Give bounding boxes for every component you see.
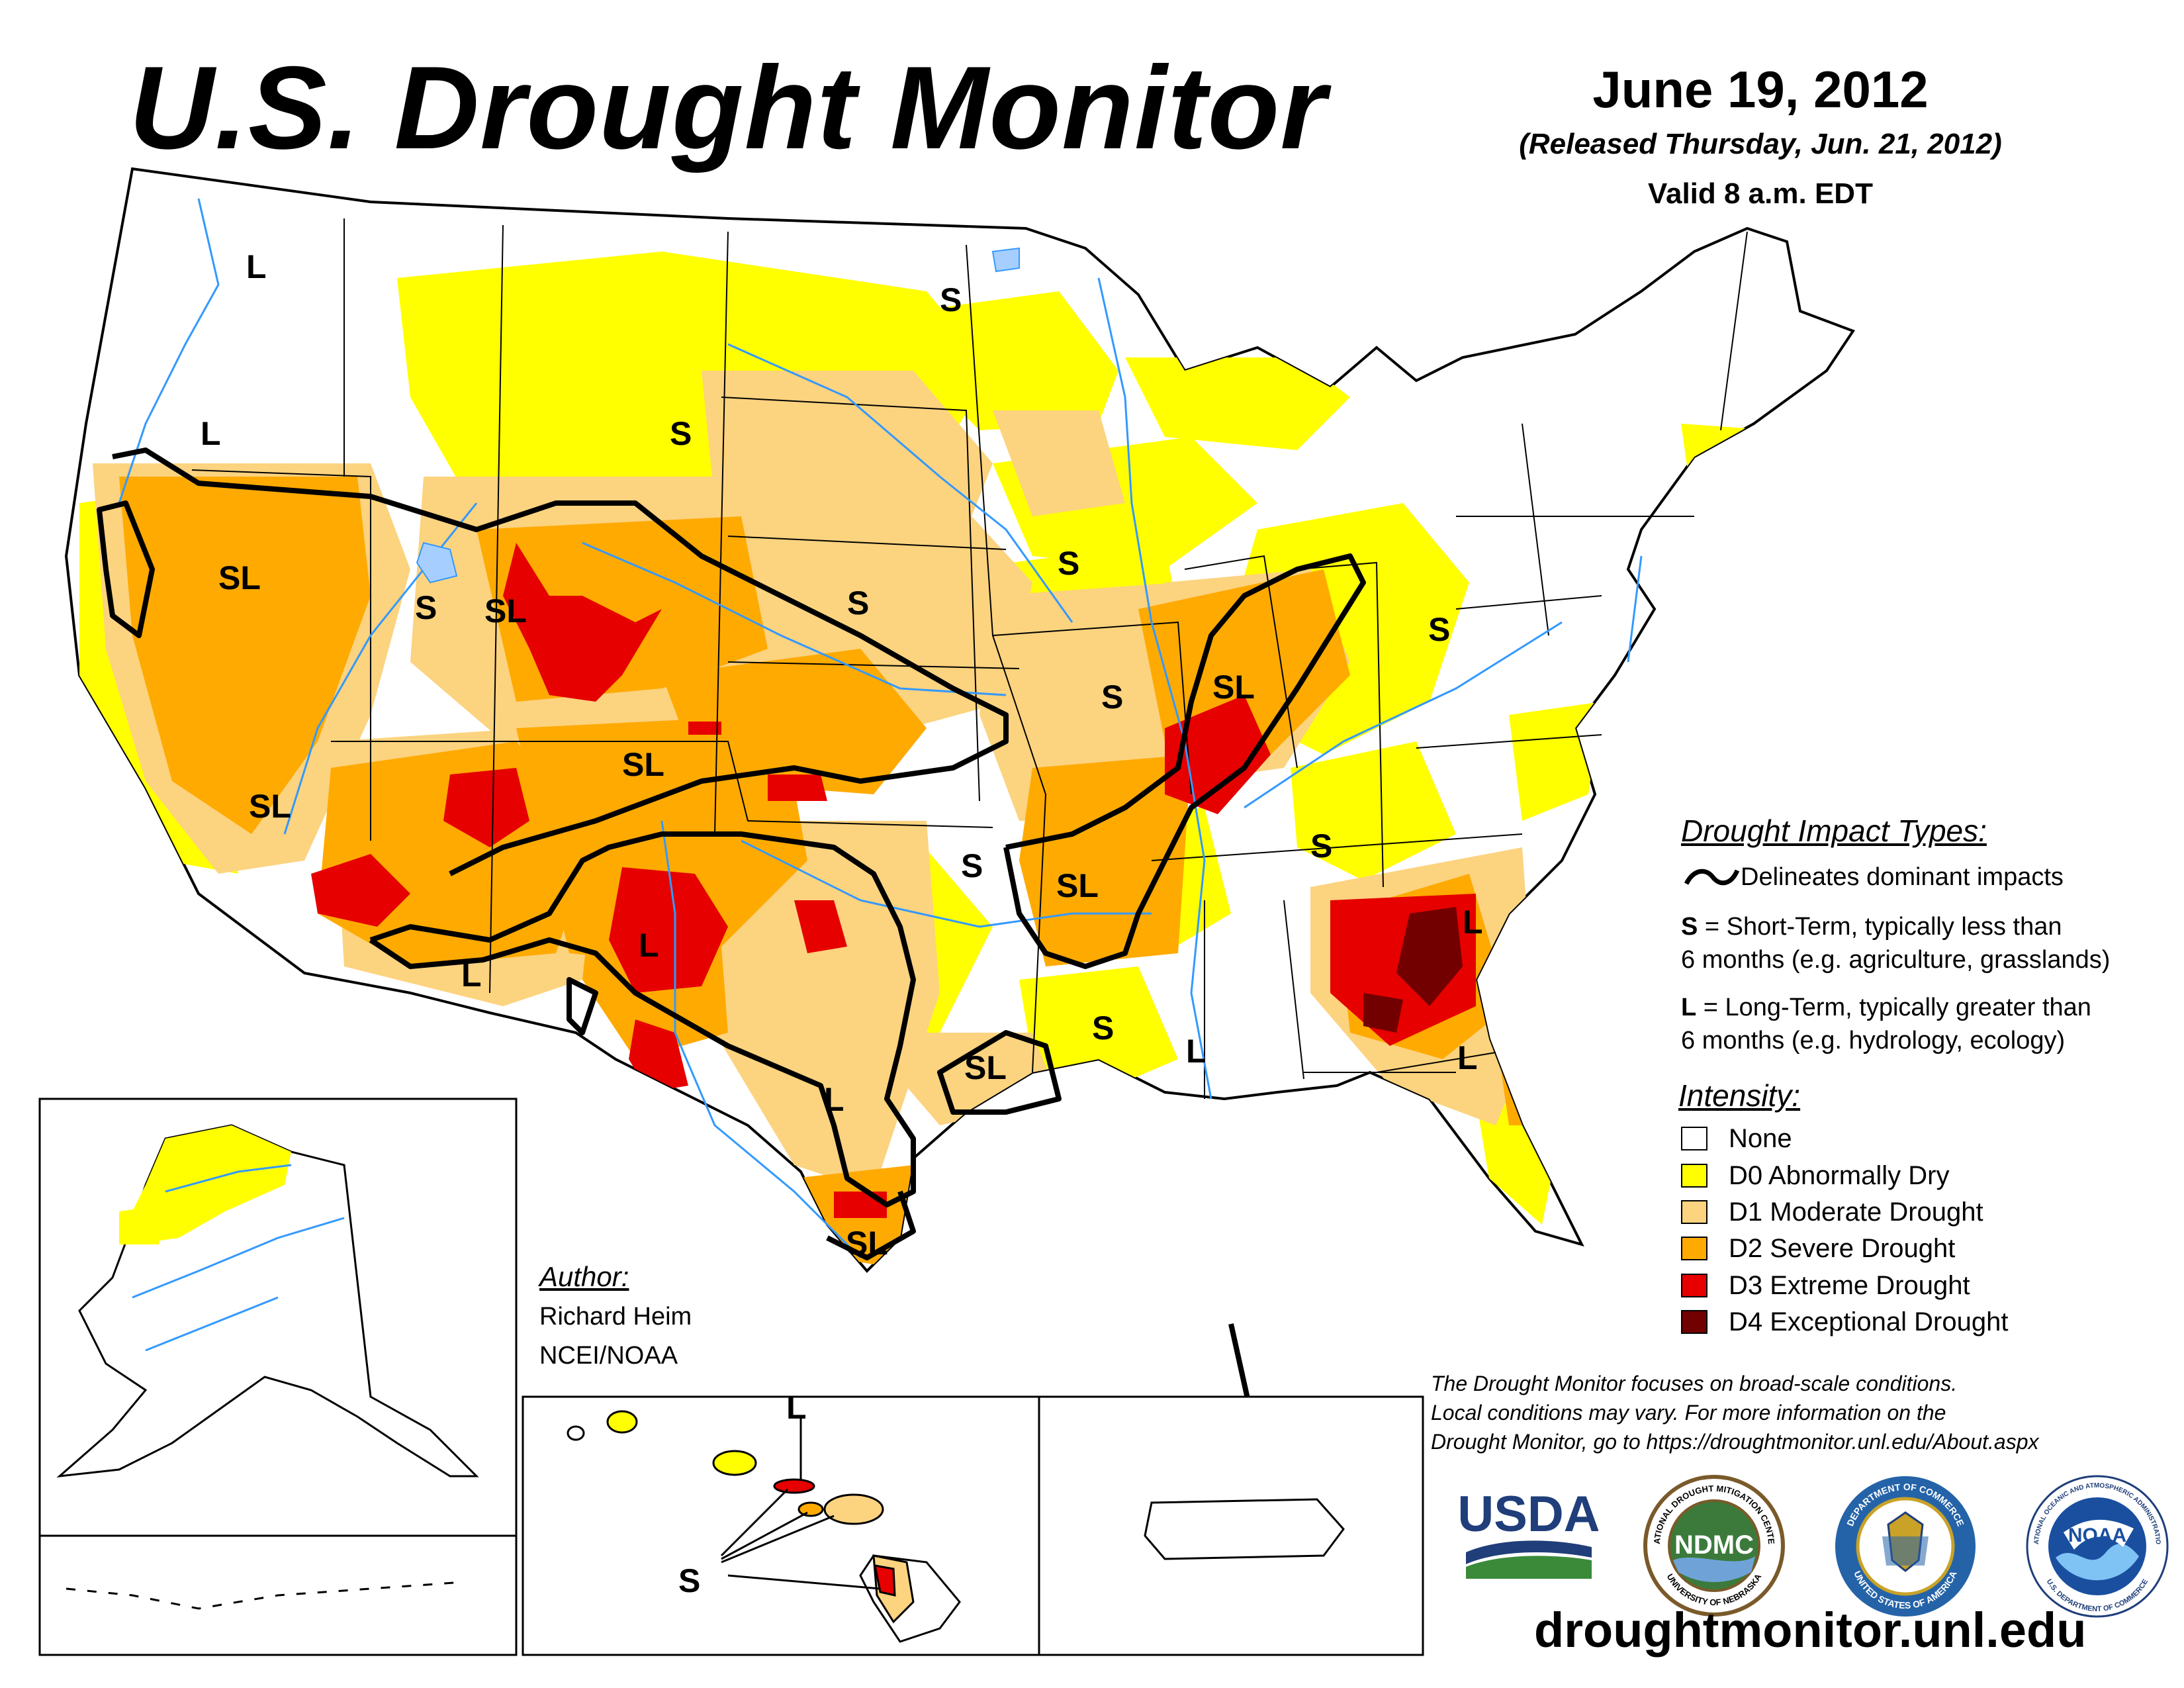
impact-l-text-1: = Long-Term, typically greater than xyxy=(1696,994,2091,1021)
label-hawaii-s: S xyxy=(678,1562,700,1599)
impact-l-text-2: 6 months (e.g. hydrology, ecology) xyxy=(1681,1027,2066,1055)
impact-legend-heading: Drought Impact Types: xyxy=(1681,814,1987,848)
label-utah-s: S xyxy=(415,589,437,626)
label-florida-l: L xyxy=(1457,1039,1478,1076)
noaa-logo-text: NOAA xyxy=(2068,1524,2126,1546)
hawaii-islands xyxy=(567,1410,961,1643)
impact-l-key: L xyxy=(1681,994,1697,1021)
map-date: June 19, 2012 xyxy=(1592,60,1929,118)
legend-item-none: None xyxy=(1681,1124,1792,1153)
usda-logo-text: USDA xyxy=(1459,1486,1598,1542)
label-oklahoma-s: S xyxy=(961,847,983,884)
puerto-rico-shape xyxy=(1144,1498,1345,1560)
impact-short-term: S = Short-Term, typically less than 6 mo… xyxy=(1681,910,2184,976)
legend-label: D4 Exceptional Drought xyxy=(1729,1307,2009,1336)
alaska-rivers xyxy=(132,1164,345,1352)
impact-s-text-2: 6 months (e.g. agriculture, grasslands) xyxy=(1681,946,2111,974)
alaska-d0 xyxy=(126,1125,291,1244)
label-new-mexico-l: L xyxy=(639,927,659,964)
label-indiana-sl: SL xyxy=(1212,669,1255,706)
impact-line-glyph xyxy=(1684,868,1740,886)
legend-item-d0: D0 Abnormally Dry xyxy=(1681,1161,1949,1190)
label-wyoming-sl: SL xyxy=(484,592,527,630)
drought-monitor-note: The Drought Monitor focuses on broad-sca… xyxy=(1431,1369,2172,1456)
legend-label: D3 Extreme Drought xyxy=(1729,1270,1970,1300)
legend-label: D1 Moderate Drought xyxy=(1729,1197,1983,1227)
label-ohio-s: S xyxy=(1428,611,1450,648)
ndmc-logo-text: NDMC xyxy=(1674,1530,1754,1560)
author-heading: Author: xyxy=(539,1261,629,1292)
legend-label: D2 Severe Drought xyxy=(1729,1233,1956,1263)
aleutian-islands xyxy=(66,1581,464,1610)
legend-swatch xyxy=(1681,1164,1707,1188)
label-south-dakota-s: S xyxy=(670,415,692,452)
label-arizona-l: L xyxy=(461,957,482,994)
label-hawaii-l: L xyxy=(786,1389,807,1426)
author-org: NCEI/NOAA xyxy=(539,1342,678,1370)
label-colorado-sl: SL xyxy=(622,746,664,783)
impact-s-text-1: = Short-Term, typically less than xyxy=(1698,913,2062,941)
label-south-texas-sl: SL xyxy=(846,1225,888,1262)
label-east-texas-sl: SL xyxy=(964,1049,1007,1086)
rivers xyxy=(118,198,1643,1259)
legend-swatch xyxy=(1681,1237,1707,1260)
usda-logo: USDA xyxy=(1459,1486,1598,1579)
d4-areas xyxy=(1363,907,1463,1033)
label-nebraska-s: S xyxy=(847,585,869,622)
noaa-logo: NOAA NATIONAL OCEANIC AND ATMOSPHERIC AD… xyxy=(2024,1473,2169,1618)
note-line-1: The Drought Monitor focuses on broad-sca… xyxy=(1431,1372,1958,1395)
label-nevada-sl: SL xyxy=(218,559,261,596)
label-minnesota-s: S xyxy=(940,281,962,318)
label-arkansas-sl: SL xyxy=(1056,867,1099,904)
label-texas-l: L xyxy=(824,1081,844,1118)
legend-swatch xyxy=(1681,1127,1707,1150)
alaska-d0-west xyxy=(119,1205,165,1244)
note-line-3: Drought Monitor, go to https://droughtmo… xyxy=(1431,1430,2039,1454)
label-georgia-l: L xyxy=(1463,904,1483,941)
legend-item-d4: D4 Exceptional Drought xyxy=(1681,1307,2008,1336)
hawaii-leader-lines xyxy=(720,1417,881,1590)
label-iowa-s: S xyxy=(1058,545,1079,582)
legend-swatch xyxy=(1681,1200,1707,1224)
legend-item-d2: D2 Severe Drought xyxy=(1681,1234,1955,1263)
release-date: (Released Thursday, Jun. 21, 2012) xyxy=(1519,128,2002,160)
legend-item-d3: D3 Extreme Drought xyxy=(1681,1271,1970,1300)
lakes xyxy=(416,247,1020,584)
impact-long-term: L = Long-Term, typically greater than 6 … xyxy=(1681,991,2184,1057)
impact-delineation-lines xyxy=(97,447,1366,1444)
map-title: U.S. Drought Monitor xyxy=(129,42,1327,173)
label-california-sl: SL xyxy=(249,788,291,825)
legend-label: None xyxy=(1729,1123,1792,1153)
ndmc-logo: NDMC NATIONAL DROUGHT MITIGATION CENTER … xyxy=(1641,1473,1785,1617)
legend-swatch xyxy=(1681,1310,1707,1334)
valid-time: Valid 8 a.m. EDT xyxy=(1648,177,1873,210)
impact-labels: L L S S SL S SL S S S S SL SL SL L L S S… xyxy=(201,248,1483,1599)
website-url[interactable]: droughtmonitor.unl.edu xyxy=(1534,1603,2087,1658)
label-missouri-s: S xyxy=(1101,679,1123,716)
impact-s-key: S xyxy=(1681,913,1698,941)
legend-label: D0 Abnormally Dry xyxy=(1729,1160,1950,1190)
label-tennessee-s: S xyxy=(1310,827,1332,865)
intensity-legend-heading: Intensity: xyxy=(1678,1078,1801,1113)
legend-swatch xyxy=(1681,1274,1707,1297)
label-oregon-l: L xyxy=(201,415,221,452)
label-louisiana-s: S xyxy=(1092,1009,1114,1047)
legend-item-d1: D1 Moderate Drought xyxy=(1681,1197,1983,1227)
label-idaho-l: L xyxy=(246,248,267,285)
impact-line-label: Delineates dominant impacts xyxy=(1741,863,2064,891)
label-mississippi-l: L xyxy=(1186,1033,1206,1070)
author-name: Richard Heim xyxy=(539,1303,692,1331)
commerce-seal: DEPARTMENT OF COMMERCE UNITED STATES OF … xyxy=(1835,1476,1976,1617)
note-line-2: Local conditions may vary. For more info… xyxy=(1431,1401,1946,1425)
